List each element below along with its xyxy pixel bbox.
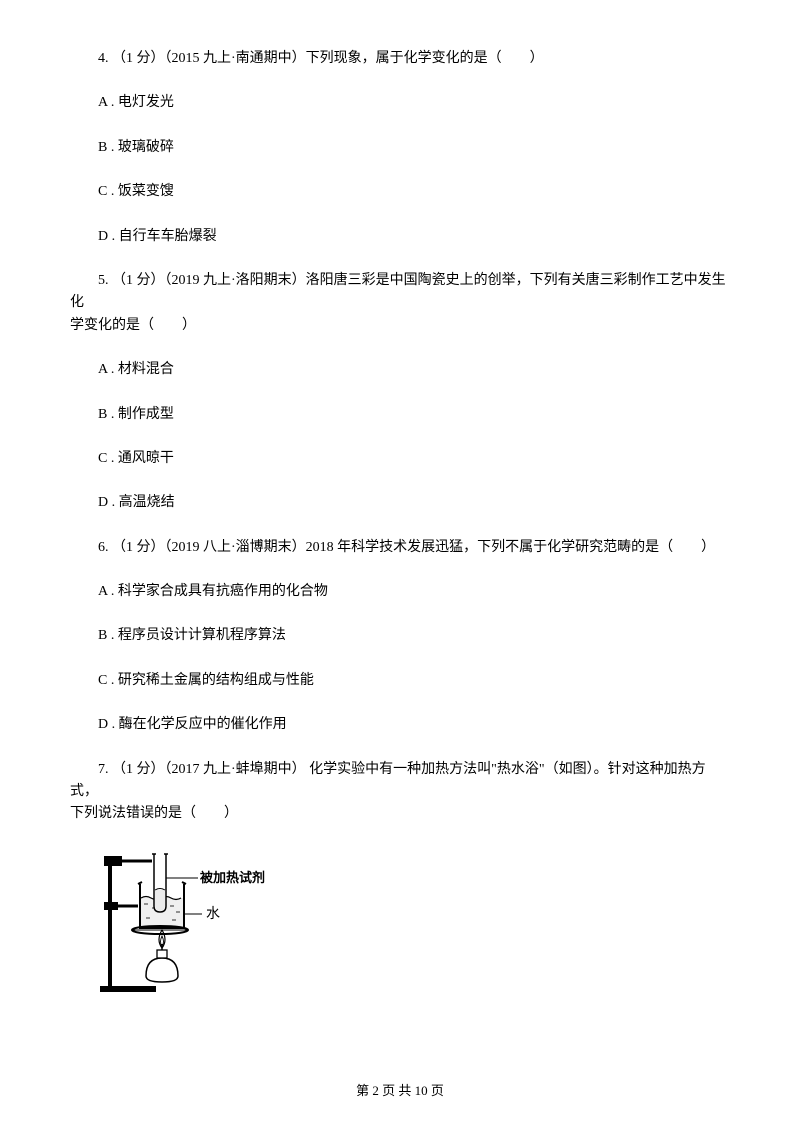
- q4-option-c: C . 饭菜变馊: [70, 181, 730, 203]
- q4-option-b: B . 玻璃破碎: [70, 137, 730, 159]
- q4-stem: 4. （1 分）（2015 九上·南通期中）下列现象，属于化学变化的是（ ）: [70, 48, 730, 70]
- apparatus-diagram: 被加热试剂 水: [98, 848, 278, 998]
- q4-option-d: D . 自行车车胎爆裂: [70, 226, 730, 248]
- q5-option-b: B . 制作成型: [70, 404, 730, 426]
- q5-stem-line2: 学变化的是（ ）: [70, 315, 730, 337]
- q7-figure: 被加热试剂 水: [98, 848, 730, 1006]
- page-footer: 第 2 页 共 10 页: [0, 1081, 800, 1102]
- q6-option-a: A . 科学家合成具有抗癌作用的化合物: [70, 581, 730, 603]
- q5-option-d: D . 高温烧结: [70, 492, 730, 514]
- q5-option-c: C . 通风晾干: [70, 448, 730, 470]
- q7-stem-line1: 7. （1 分）（2017 九上·蚌埠期中） 化学实验中有一种加热方法叫"热水浴…: [70, 759, 730, 804]
- q5-option-a: A . 材料混合: [70, 359, 730, 381]
- label-reagent-text: 被加热试剂: [199, 870, 265, 885]
- q4-option-a: A . 电灯发光: [70, 92, 730, 114]
- q6-stem: 6. （1 分）（2019 八上·淄博期末）2018 年科学技术发展迅猛，下列不…: [70, 537, 730, 559]
- q6-option-d: D . 酶在化学反应中的催化作用: [70, 714, 730, 736]
- q6-option-b: B . 程序员设计计算机程序算法: [70, 625, 730, 647]
- q6-option-c: C . 研究稀土金属的结构组成与性能: [70, 670, 730, 692]
- label-water-text: 水: [206, 906, 220, 922]
- q5-stem-line1: 5. （1 分）（2019 九上·洛阳期末）洛阳唐三彩是中国陶瓷史上的创举，下列…: [70, 270, 730, 315]
- q7-stem-line2: 下列说法错误的是（ ）: [70, 803, 730, 825]
